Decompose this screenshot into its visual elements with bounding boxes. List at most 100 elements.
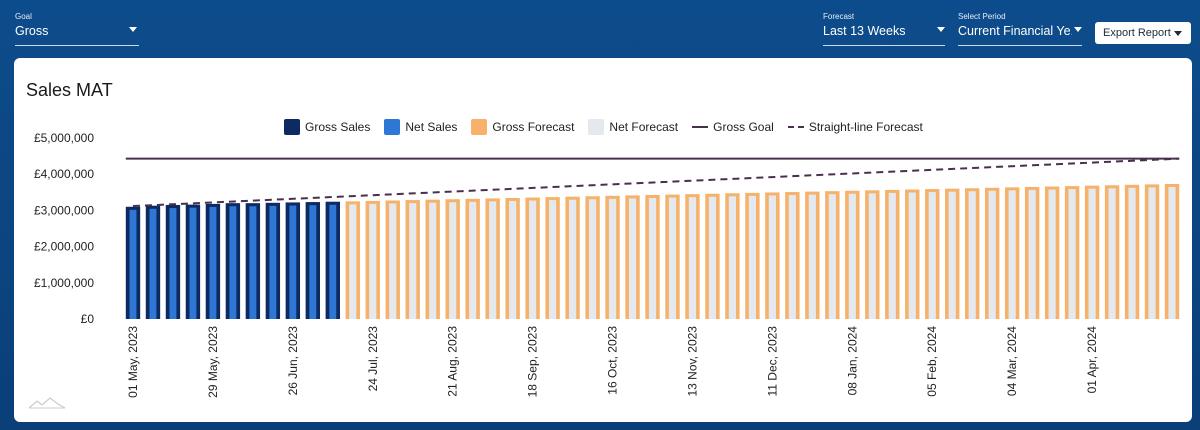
x-tick-label: 04 Mar, 2024 [1005, 326, 1019, 396]
net-forecast-bar [1048, 189, 1056, 319]
chart-legend: Gross Sales Net Sales Gross Forecast Net… [284, 119, 937, 135]
forecast-value: Last 13 Weeks [823, 24, 906, 38]
net-forecast-bar [588, 199, 597, 319]
net-forecast-bar [928, 192, 936, 319]
net-forecast-bar [808, 194, 816, 319]
net-forecast-bar [1068, 189, 1076, 319]
export-report-label: Export Report [1103, 27, 1171, 39]
net-sales-bar [149, 208, 157, 319]
net-forecast-bar [1168, 186, 1176, 319]
period-underline [958, 45, 1082, 46]
net-sales-bar [229, 206, 237, 319]
legend-label-gross-goal: Gross Goal [713, 120, 774, 134]
net-sales-bar [249, 206, 257, 319]
chart-card: Sales MAT Gross Sales Net Sales Gross Fo… [14, 58, 1192, 422]
y-tick-label: £5,000,000 [34, 131, 94, 145]
chart-title: Sales MAT [26, 80, 113, 100]
legend-line-straight-line [787, 126, 804, 128]
legend-label-net-forecast: Net Forecast [609, 120, 679, 134]
net-sales-bar [189, 207, 197, 319]
net-forecast-bar [509, 200, 517, 319]
net-forecast-bar [469, 201, 477, 319]
net-forecast-bar [968, 191, 976, 319]
net-forecast-bar [648, 197, 657, 319]
net-sales-bar [329, 204, 337, 319]
legend-net-forecast[interactable]: Net Forecast [588, 119, 678, 135]
x-tick-label: 24 Jul, 2023 [366, 326, 380, 392]
legend-swatch-gross-forecast [471, 119, 488, 135]
legend-label-net-sales: Net Sales [405, 120, 458, 134]
x-tick-label: 05 Feb, 2024 [925, 326, 939, 397]
x-tick-label: 08 Jan, 2024 [845, 326, 859, 396]
x-tick-label: 01 May, 2023 [126, 326, 140, 398]
net-forecast-bar [449, 202, 457, 319]
net-forecast-bar [728, 196, 737, 319]
net-forecast-bar [1148, 187, 1156, 319]
net-forecast-bar [1128, 187, 1136, 319]
y-tick-label: £0 [81, 312, 95, 326]
net-forecast-bar [608, 198, 617, 319]
y-tick-label: £1,000,000 [34, 276, 94, 290]
net-forecast-bar [568, 199, 577, 319]
y-tick-label: £2,000,000 [34, 240, 94, 254]
net-forecast-bar [908, 192, 916, 319]
legend-gross-goal[interactable]: Gross Goal [692, 120, 774, 134]
x-tick-label: 18 Sep, 2023 [526, 326, 540, 398]
legend-line-gross-goal [692, 126, 709, 128]
net-forecast-bar [948, 191, 956, 319]
net-sales-bar [269, 205, 277, 319]
net-sales-bar [289, 205, 297, 319]
x-tick-label: 16 Oct, 2023 [606, 326, 620, 395]
period-value: Current Financial Ye... [958, 24, 1072, 38]
goal-value: Gross [15, 24, 49, 38]
net-sales-bar [129, 209, 137, 319]
legend-label-gross-sales: Gross Sales [305, 120, 371, 134]
chevron-down-icon [129, 27, 137, 32]
net-forecast-bar [1088, 188, 1096, 319]
legend-gross-sales[interactable]: Gross Sales [284, 119, 370, 135]
net-forecast-bar [369, 203, 377, 319]
net-forecast-bar [668, 197, 677, 319]
legend-swatch-net-forecast [588, 119, 605, 135]
net-forecast-bar [828, 194, 836, 319]
net-sales-bar [309, 205, 317, 319]
chevron-down-icon [1174, 31, 1182, 36]
net-forecast-bar [489, 201, 497, 319]
net-forecast-bar [628, 198, 637, 319]
forecast-underline [823, 45, 945, 46]
net-forecast-bar [548, 200, 557, 319]
net-forecast-bar [868, 193, 876, 319]
legend-swatch-net-sales [384, 119, 401, 135]
x-tick-label: 11 Dec, 2023 [765, 326, 779, 397]
net-forecast-bar [1108, 188, 1116, 319]
net-forecast-bar [788, 195, 796, 319]
net-forecast-bar [389, 203, 397, 319]
top-toolbar: Goal Gross Forecast Last 13 Weeks Select… [0, 0, 1200, 56]
goal-label: Goal [15, 12, 32, 21]
x-tick-label: 29 May, 2023 [206, 326, 220, 398]
net-forecast-bar [349, 204, 357, 319]
legend-label-straight-line: Straight-line Forecast [808, 120, 923, 134]
net-forecast-bar [1008, 190, 1016, 319]
mountain-logo-icon [28, 397, 66, 409]
net-sales-bar [209, 206, 217, 319]
straight-line-forecast [132, 157, 1180, 208]
net-forecast-bar [888, 192, 896, 319]
legend-straight-line-forecast[interactable]: Straight-line Forecast [787, 120, 923, 134]
net-forecast-bar [429, 202, 437, 319]
x-tick-label: 13 Nov, 2023 [685, 326, 699, 397]
net-forecast-bar [1028, 189, 1036, 319]
x-tick-label: 21 Aug, 2023 [446, 326, 460, 397]
y-tick-label: £3,000,000 [34, 203, 94, 217]
net-forecast-bar [988, 190, 996, 319]
x-tick-label: 01 Apr, 2024 [1085, 326, 1099, 394]
sales-mat-chart: £0 £1,000,000 £2,000,000 £3,000,000 £4,000,0… [34, 131, 1180, 398]
net-forecast-bar [748, 195, 757, 319]
net-forecast-bar [708, 196, 717, 319]
net-forecast-bar [768, 195, 776, 319]
x-tick-label: 26 Jun, 2023 [286, 326, 300, 396]
forecast-label: Forecast [823, 12, 855, 21]
legend-net-sales[interactable]: Net Sales [384, 119, 457, 135]
legend-gross-forecast[interactable]: Gross Forecast [471, 119, 574, 135]
export-report-button[interactable]: Export Report [1095, 22, 1191, 44]
